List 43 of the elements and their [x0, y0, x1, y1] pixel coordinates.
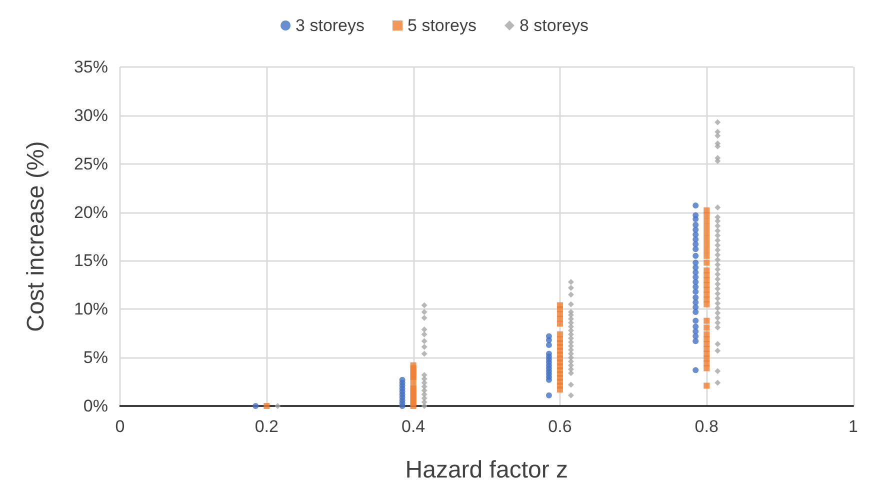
x-tick-label: 1: [848, 417, 858, 436]
y-tick-label: 30%: [74, 106, 108, 125]
x-tick-label: 0: [115, 417, 125, 436]
point: [692, 294, 699, 301]
x-tick-label: 0.2: [254, 417, 278, 436]
point: [692, 324, 699, 330]
legend-label: 8 storeys: [519, 16, 588, 35]
point: [692, 222, 699, 228]
point: [692, 318, 699, 324]
point: [692, 309, 699, 316]
y-tick-label: 15%: [74, 251, 108, 270]
point: [692, 246, 699, 252]
point: [546, 392, 552, 398]
legend-label: 5 storeys: [408, 16, 476, 35]
point: [252, 403, 259, 409]
point: [692, 328, 699, 334]
point: [692, 338, 699, 344]
point: [399, 376, 406, 383]
x-axis-title: Hazard factor z: [405, 456, 568, 484]
y-axis-title: Cost increase (%): [22, 141, 50, 332]
point: [546, 350, 552, 357]
point: [546, 333, 552, 340]
point: [692, 202, 699, 209]
point: [692, 260, 699, 266]
y-tick-label: 20%: [74, 202, 108, 222]
point: [546, 342, 552, 348]
point: [692, 367, 699, 374]
x-tick-label: 0.6: [548, 417, 572, 436]
point: [692, 236, 699, 242]
y-tick-label: 10%: [74, 300, 108, 319]
point: [692, 264, 699, 270]
y-tick-label: 35%: [74, 58, 108, 76]
point: [692, 232, 699, 238]
point: [692, 212, 699, 218]
point: [692, 269, 699, 276]
point: [692, 279, 699, 286]
x-tick-label: 0.4: [401, 417, 426, 436]
y-tick-label: 25%: [74, 154, 108, 174]
y-tick-label: 0%: [83, 396, 108, 416]
x-tick-label: 0.8: [694, 417, 718, 436]
point: [692, 252, 699, 259]
y-tick-label: 5%: [83, 348, 108, 368]
legend-label: 3 storeys: [296, 16, 365, 35]
